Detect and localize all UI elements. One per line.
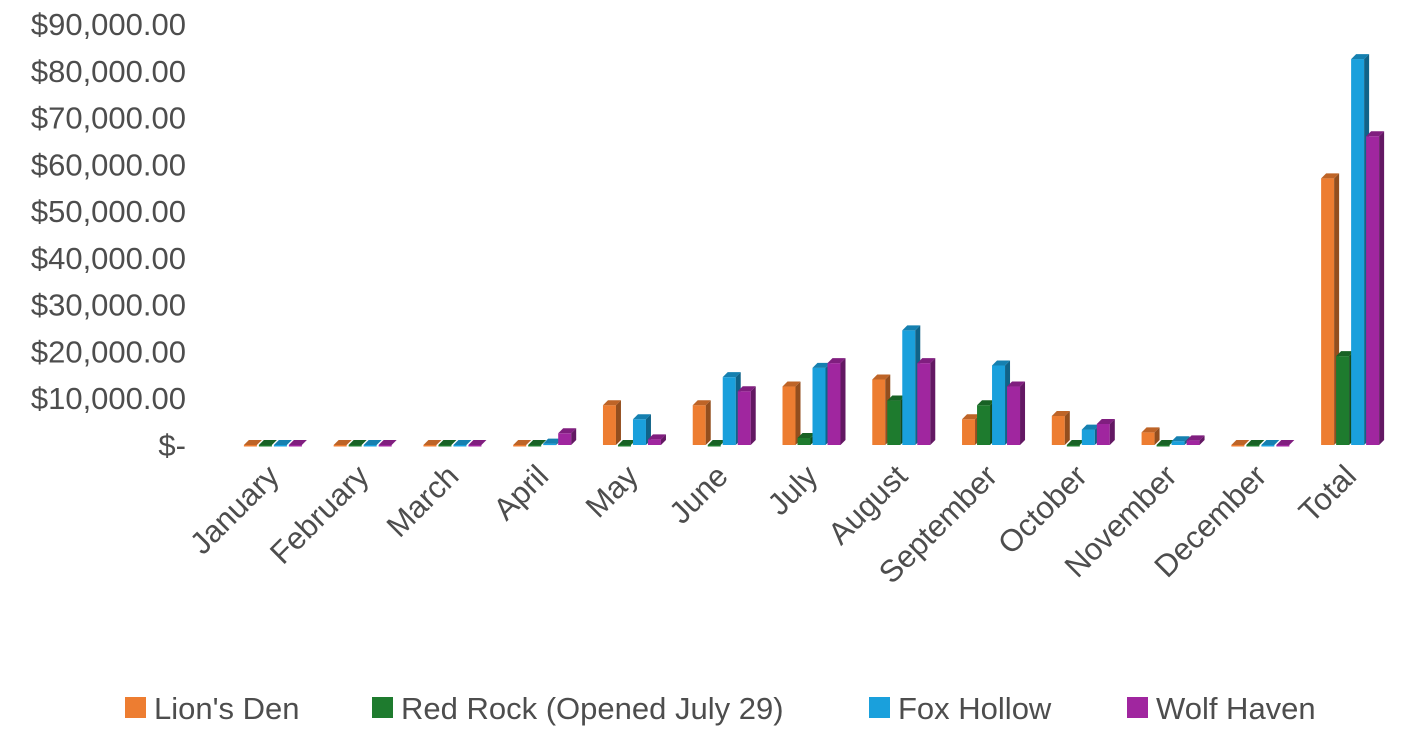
bar: [348, 440, 367, 447]
bar: [1141, 427, 1160, 445]
legend: Lion's Den Red Rock (Opened July 29) Fox H…: [125, 691, 1316, 726]
bar: [617, 440, 636, 447]
bar: [1276, 440, 1295, 447]
y-tick-label: $60,000.00: [31, 147, 186, 182]
bar: [1261, 440, 1280, 447]
legend-swatch: [869, 697, 890, 718]
bar: [1051, 410, 1070, 445]
legend-item: Fox Hollow: [869, 691, 1052, 726]
bar: [243, 440, 262, 447]
legend-label: Fox Hollow: [898, 691, 1052, 726]
y-tick-label: $80,000.00: [31, 54, 186, 89]
bar: [558, 428, 577, 445]
x-tick-label: July: [761, 458, 825, 522]
bar: [468, 440, 487, 447]
legend-swatch: [1127, 697, 1148, 718]
bar: [1007, 381, 1026, 445]
bar: [1156, 440, 1175, 447]
bar: [333, 440, 352, 447]
bar: [363, 440, 382, 447]
y-tick-label: $90,000.00: [31, 7, 186, 42]
bar: [602, 400, 621, 445]
x-tick-label: June: [662, 458, 734, 530]
bar: [1186, 435, 1205, 445]
y-tick-label: $-: [158, 428, 186, 463]
bar: [692, 400, 711, 445]
x-tick-label: Total: [1292, 458, 1363, 529]
plot-area: [243, 54, 1385, 447]
bar: [453, 440, 472, 447]
legend-swatch: [125, 697, 146, 718]
legend-item: Lion's Den: [125, 691, 300, 726]
bar: [737, 386, 756, 445]
legend-label: Lion's Den: [154, 691, 300, 726]
bar: [273, 440, 292, 447]
y-tick-label: $40,000.00: [31, 241, 186, 276]
bar: [707, 440, 726, 447]
bar: [423, 440, 442, 447]
x-tick-label: May: [579, 458, 646, 525]
legend-label: Red Rock (Opened July 29): [401, 691, 784, 726]
legend-item: Wolf Haven: [1127, 691, 1316, 726]
y-tick-label: $70,000.00: [31, 101, 186, 136]
bar: [647, 434, 666, 445]
bar: [1366, 131, 1385, 445]
y-tick-label: $50,000.00: [31, 194, 186, 229]
y-tick-label: $10,000.00: [31, 381, 186, 416]
y-tick-label: $30,000.00: [31, 288, 186, 323]
legend-label: Wolf Haven: [1156, 691, 1316, 726]
bar: [1246, 440, 1265, 447]
bar: [827, 358, 846, 445]
x-tick-label: April: [487, 458, 556, 527]
x-tick-label: February: [263, 458, 376, 571]
bar: [782, 381, 801, 445]
x-tick-label: March: [380, 458, 466, 544]
bar: [1066, 440, 1085, 447]
bar: [1096, 418, 1115, 445]
bar: [378, 440, 397, 447]
bar: [438, 440, 457, 447]
bar: [917, 358, 936, 445]
bar: [288, 440, 307, 447]
y-tick-label: $20,000.00: [31, 334, 186, 369]
legend-swatch: [372, 697, 393, 718]
bar: [632, 414, 651, 445]
y-axis: $- $10,000.00 $20,000.00 $30,000.00 $40,000.…: [31, 7, 186, 463]
legend-item: Red Rock (Opened July 29): [372, 691, 784, 726]
bar: [513, 440, 532, 447]
bar: [1231, 440, 1250, 447]
bar: [528, 440, 547, 447]
bar: [258, 440, 277, 447]
